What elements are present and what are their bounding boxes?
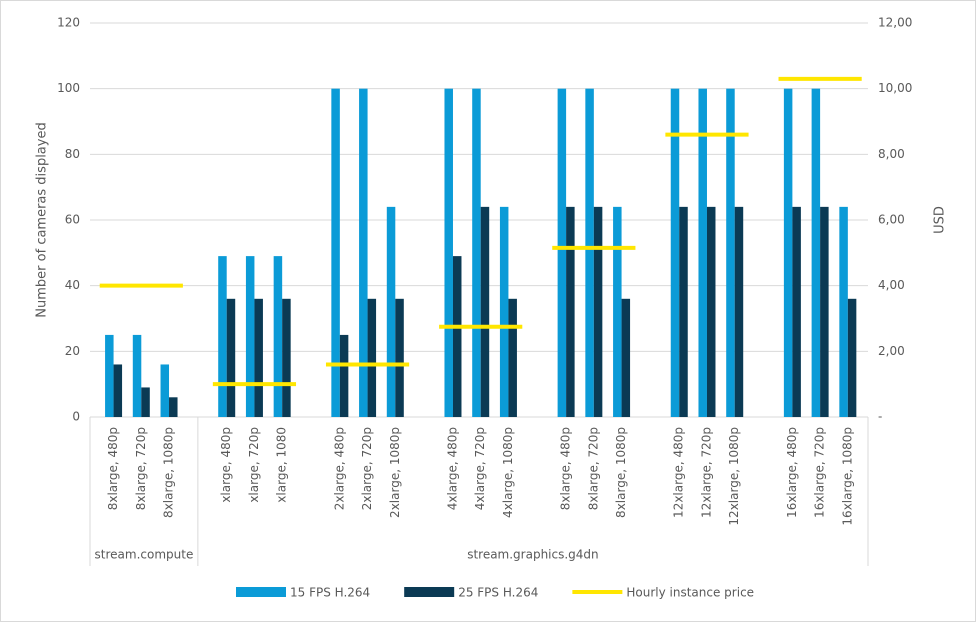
y2-axis-title: USD (933, 206, 948, 234)
bar (282, 298, 291, 417)
bar (218, 256, 227, 417)
x-tick-label: 2xlarge, 1080p (388, 427, 402, 518)
bar (472, 88, 481, 418)
bar (386, 206, 396, 417)
bar (621, 298, 631, 417)
x-tick-label: xlarge, 720p (247, 427, 261, 503)
group-label: stream.compute (95, 548, 194, 562)
bar (613, 206, 622, 417)
x-tick-label: 8xlarge, 480p (559, 427, 573, 510)
bar (452, 256, 462, 417)
bar (273, 256, 283, 417)
bar (113, 364, 123, 417)
y2-tick-label: 2,00 (878, 344, 905, 358)
x-tick-label: 12xlarge, 480p (672, 427, 686, 518)
bar (254, 298, 263, 417)
bar (480, 206, 490, 417)
bar (245, 256, 255, 417)
x-tick-label: 4xlarge, 480p (445, 427, 459, 510)
x-tick-label: 16xlarge, 1080p (840, 427, 854, 526)
bar (847, 298, 857, 417)
group-label: stream.graphics.g4dn (467, 548, 598, 562)
x-tick-label: 8xlarge, 1080p (614, 427, 628, 518)
bar (557, 88, 567, 418)
bar (566, 206, 575, 417)
x-tick-label: xlarge, 480p (219, 427, 233, 503)
x-tick-label: 16xlarge, 720p (813, 427, 827, 518)
bar (508, 298, 517, 417)
x-tick-label: 2xlarge, 720p (360, 427, 374, 510)
bar (670, 88, 680, 418)
bar (839, 206, 848, 417)
bar (499, 206, 509, 417)
legend-label: 15 FPS H.264 (290, 586, 370, 600)
bar (395, 298, 404, 417)
y2-tick-label: 8,00 (878, 147, 905, 161)
y2-tick-label: - (878, 410, 882, 424)
x-tick-label: 2xlarge, 480p (332, 427, 346, 510)
bar (339, 334, 349, 417)
x-tick-label: 12xlarge, 1080p (727, 427, 741, 526)
bar (811, 88, 821, 418)
x-tick-label: 8xlarge, 1080p (162, 427, 176, 518)
bar (132, 334, 142, 417)
x-tick-label: xlarge, 1080 (275, 427, 289, 503)
y-tick-label: 20 (65, 344, 80, 358)
bar (226, 298, 236, 417)
y-tick-label: 120 (57, 16, 80, 30)
y-axis-title: Number of cameras displayed (35, 122, 50, 317)
x-tick-label: 12xlarge, 720p (699, 427, 713, 518)
y2-tick-label: 12,00 (878, 16, 912, 30)
x-tick-label: 8xlarge, 480p (106, 427, 120, 510)
legend-swatch (236, 587, 286, 597)
bar (585, 88, 594, 418)
legend-swatch (572, 590, 623, 594)
bar (698, 88, 707, 418)
bar (105, 334, 114, 417)
bar (367, 298, 377, 417)
bar (734, 206, 744, 417)
bar (792, 206, 801, 417)
bar (593, 206, 603, 417)
bar (444, 88, 453, 418)
x-tick-label: 16xlarge, 480p (785, 427, 799, 518)
y-tick-label: 40 (65, 278, 80, 292)
bar (359, 88, 368, 418)
bar (706, 206, 716, 417)
bar (331, 88, 340, 418)
x-tick-label: 8xlarge, 720p (134, 427, 148, 510)
legend-label: 25 FPS H.264 (458, 586, 538, 600)
x-tick-label: 8xlarge, 720p (586, 427, 600, 510)
y-tick-label: 100 (57, 81, 80, 95)
bar (820, 206, 829, 417)
y-tick-label: 0 (72, 410, 80, 424)
y-tick-label: 60 (65, 213, 80, 227)
y2-tick-label: 4,00 (878, 278, 905, 292)
y-tick-label: 80 (65, 147, 80, 161)
x-tick-label: 4xlarge, 720p (473, 427, 487, 510)
y2-tick-label: 10,00 (878, 81, 912, 95)
legend-label: Hourly instance price (626, 586, 754, 600)
bar (169, 397, 178, 417)
legend-swatch (404, 587, 455, 597)
bar (783, 88, 793, 418)
bar (160, 364, 170, 417)
bar (141, 387, 150, 417)
bar (679, 206, 688, 417)
y2-tick-label: 6,00 (878, 213, 905, 227)
x-tick-label: 4xlarge, 1080p (501, 427, 515, 518)
bar (726, 88, 735, 418)
